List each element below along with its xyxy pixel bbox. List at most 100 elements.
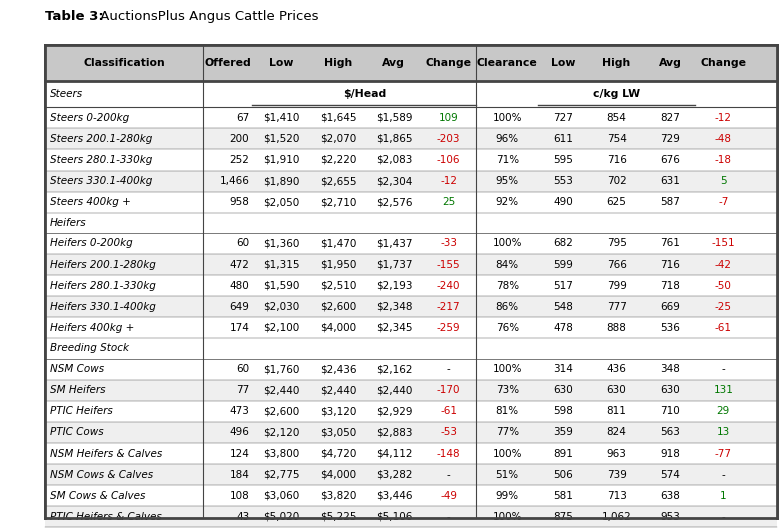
Text: Steers 0-200kg: Steers 0-200kg [50,113,129,122]
Text: 548: 548 [554,302,573,312]
Text: -: - [447,512,450,522]
Text: -: - [721,364,725,374]
Text: $4,000: $4,000 [320,323,356,333]
Text: SM Cows & Calves: SM Cows & Calves [50,491,146,501]
Text: 200: 200 [229,134,249,144]
Text: $1,910: $1,910 [263,155,299,165]
Text: PTIC Heifers & Calves: PTIC Heifers & Calves [50,512,162,522]
Text: $2,600: $2,600 [319,302,356,312]
Text: 96%: 96% [496,134,519,144]
Text: $2,710: $2,710 [319,197,356,207]
Text: 536: 536 [660,323,680,333]
Text: 478: 478 [554,323,573,333]
Text: 51%: 51% [496,470,519,479]
Text: 1,466: 1,466 [219,176,249,186]
Text: 472: 472 [229,260,249,269]
Text: $2,070: $2,070 [319,134,356,144]
Text: -: - [447,470,450,479]
Text: $1,590: $1,590 [263,281,299,290]
Text: -61: -61 [715,323,732,333]
Text: 100%: 100% [493,512,522,522]
Text: 78%: 78% [496,281,519,290]
Text: 67: 67 [236,113,249,122]
Text: 718: 718 [660,281,680,290]
Text: 587: 587 [660,197,680,207]
Text: 517: 517 [554,281,573,290]
Text: Classification: Classification [83,58,165,68]
Text: -148: -148 [437,449,460,458]
Text: 630: 630 [660,385,680,395]
Text: -42: -42 [715,260,732,269]
Text: $2,304: $2,304 [376,176,412,186]
Text: Steers 280.1-330kg: Steers 280.1-330kg [50,155,153,165]
Text: 131: 131 [713,385,734,395]
Text: -240: -240 [437,281,460,290]
Text: 60: 60 [236,239,249,248]
Text: $1,437: $1,437 [376,239,412,248]
Text: Change: Change [426,58,471,68]
Text: 827: 827 [660,113,680,122]
Text: 799: 799 [607,281,626,290]
Text: $2,030: $2,030 [263,302,299,312]
Text: -: - [721,512,725,522]
Text: $2,083: $2,083 [376,155,412,165]
Text: 795: 795 [607,239,626,248]
Text: -49: -49 [440,491,457,501]
Text: $2,345: $2,345 [376,323,412,333]
Text: -53: -53 [440,428,457,437]
Text: 563: 563 [660,428,680,437]
Text: 702: 702 [607,176,626,186]
Text: $2,162: $2,162 [376,364,412,374]
Text: -259: -259 [437,323,460,333]
Text: 713: 713 [607,491,626,501]
Text: 918: 918 [660,449,680,458]
Text: -25: -25 [715,302,732,312]
Text: 109: 109 [438,113,459,122]
Text: 754: 754 [607,134,626,144]
Text: -: - [721,470,725,479]
Text: Clearance: Clearance [477,58,538,68]
Text: 766: 766 [607,260,626,269]
Text: 124: 124 [229,449,249,458]
Text: 581: 581 [554,491,573,501]
Text: $3,446: $3,446 [376,491,412,501]
Text: $2,655: $2,655 [319,176,356,186]
Text: $3,120: $3,120 [319,407,356,416]
Text: 729: 729 [660,134,680,144]
Text: Heifers 400kg +: Heifers 400kg + [50,323,135,333]
Text: 71%: 71% [496,155,519,165]
Text: Heifers 0-200kg: Heifers 0-200kg [50,239,133,248]
Text: Low: Low [269,58,293,68]
Text: 824: 824 [607,428,626,437]
Text: -48: -48 [715,134,732,144]
Text: -170: -170 [437,385,460,395]
Text: $3,060: $3,060 [263,491,299,501]
Text: 100%: 100% [493,239,522,248]
Text: -12: -12 [715,113,732,122]
Text: Steers 330.1-400kg: Steers 330.1-400kg [50,176,153,186]
Text: Change: Change [700,58,746,68]
Text: Breeding Stock: Breeding Stock [50,344,129,353]
Text: Steers: Steers [50,89,83,99]
Text: 958: 958 [229,197,249,207]
Text: 25: 25 [442,197,456,207]
Text: 891: 891 [554,449,573,458]
Text: -151: -151 [712,239,735,248]
Text: $2,100: $2,100 [263,323,299,333]
Text: 490: 490 [554,197,573,207]
Text: AuctionsPlus Angus Cattle Prices: AuctionsPlus Angus Cattle Prices [96,11,318,23]
Text: 888: 888 [607,323,626,333]
Text: 854: 854 [607,113,626,122]
Text: Heifers 280.1-330kg: Heifers 280.1-330kg [50,281,156,290]
Text: $3,820: $3,820 [319,491,356,501]
Text: $1,315: $1,315 [262,260,299,269]
Text: 92%: 92% [496,197,519,207]
Text: $1,520: $1,520 [263,134,299,144]
Text: 60: 60 [236,364,249,374]
Text: Steers 200.1-280kg: Steers 200.1-280kg [50,134,153,144]
Text: 630: 630 [607,385,626,395]
Text: 710: 710 [660,407,680,416]
Text: $2,348: $2,348 [376,302,412,312]
Text: $2,600: $2,600 [263,407,299,416]
Text: $2,193: $2,193 [376,281,412,290]
